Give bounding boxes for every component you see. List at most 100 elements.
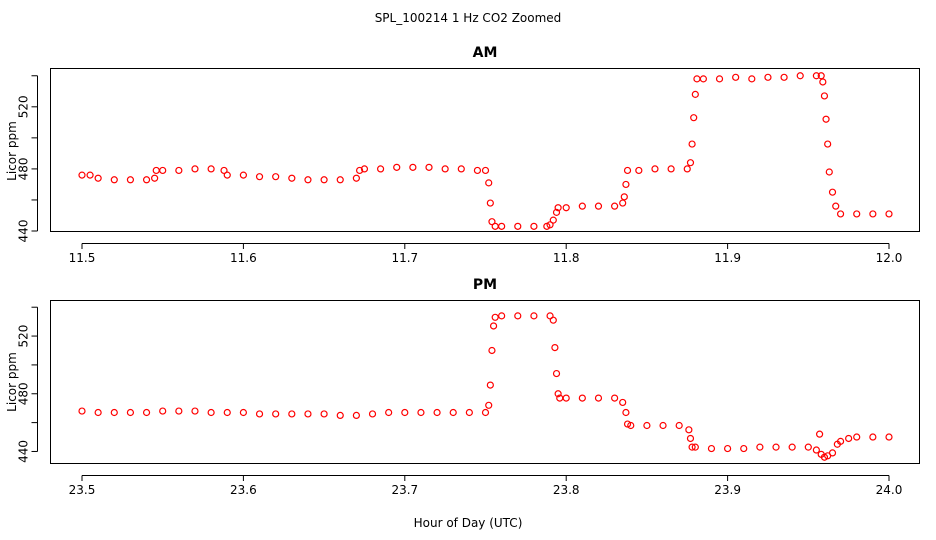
panel-am-data-point bbox=[78, 171, 86, 179]
panel-am-data-point bbox=[683, 165, 691, 173]
panel-am-data-point bbox=[690, 114, 698, 122]
panel-pm-data-point bbox=[465, 408, 473, 417]
panel-pm: PM Licor ppm 23.5 23.6 23.7 23.8 23.9 24.0 44… bbox=[5, 277, 920, 497]
panel-am-data-point bbox=[151, 174, 159, 182]
panel-am-data-point bbox=[288, 174, 296, 182]
panel-am-data-point bbox=[393, 163, 401, 171]
panel-am-data-point bbox=[651, 165, 659, 173]
panel-pm-data-point bbox=[417, 408, 425, 417]
panel-am-data-point bbox=[159, 166, 167, 175]
panel-pm-data-point bbox=[159, 407, 167, 415]
panel-am-points bbox=[78, 72, 893, 230]
panel-am-x-tick-label: 12.0 bbox=[876, 251, 903, 265]
panel-pm-data-point bbox=[772, 443, 780, 451]
panel-pm-data-point bbox=[449, 408, 457, 417]
panel-pm-data-point bbox=[611, 394, 619, 402]
panel-am-data-point bbox=[126, 176, 135, 184]
panel-pm-data-point bbox=[175, 407, 183, 415]
panel-am-data-point bbox=[457, 165, 465, 173]
panel-pm-data-point bbox=[320, 410, 328, 418]
panel-am-data-point bbox=[481, 166, 490, 175]
panel-am-data-point bbox=[619, 199, 627, 207]
panel-am-data-point bbox=[764, 73, 772, 81]
panel-pm-x-tick-label: 23.6 bbox=[230, 483, 257, 497]
panel-pm-data-point bbox=[207, 408, 215, 417]
panel-am-data-point bbox=[94, 174, 102, 182]
panel-pm-data-point bbox=[433, 408, 441, 417]
panel-am-data-point bbox=[191, 165, 199, 173]
panel-am-data-point bbox=[110, 176, 118, 184]
panel-am-data-point bbox=[486, 199, 494, 207]
panel-pm-data-point bbox=[554, 390, 562, 398]
panel-am-data-point bbox=[693, 75, 701, 83]
panel-pm-data-point bbox=[110, 408, 118, 417]
panel-pm-x-tick-label: 23.7 bbox=[391, 483, 418, 497]
panel-pm-data-point bbox=[255, 410, 264, 418]
panel-pm-x-tick-label: 24.0 bbox=[876, 483, 903, 497]
panel-pm-data-point bbox=[869, 433, 877, 441]
panel-am-x-axis: 11.5 11.6 11.7 11.8 11.9 12.0 bbox=[69, 243, 903, 265]
panel-am-data-point bbox=[491, 222, 499, 230]
panel-pm-x-tick-label: 23.8 bbox=[553, 483, 580, 497]
panel-pm-x-tick-label: 23.9 bbox=[714, 483, 741, 497]
panel-pm-data-point bbox=[691, 443, 699, 451]
panel-pm-data-point bbox=[627, 421, 635, 430]
panel-am-data-point bbox=[688, 140, 696, 148]
panel-pm-ylabel: Licor ppm bbox=[5, 352, 19, 412]
panel-pm-data-point bbox=[489, 322, 498, 330]
panel-pm-data-point bbox=[272, 410, 280, 418]
panel-am-data-point bbox=[409, 163, 417, 171]
panel-pm-points bbox=[78, 312, 893, 461]
panel-pm-data-point bbox=[804, 443, 812, 451]
panel-am-data-point bbox=[611, 202, 619, 210]
panel-am-data-point bbox=[239, 171, 247, 179]
panel-am-data-point bbox=[635, 166, 643, 175]
panel-am-data-point bbox=[622, 180, 630, 189]
panel-pm-data-point bbox=[549, 316, 557, 324]
panel-am-data-point bbox=[473, 166, 482, 175]
panel-am-y-tick-label: 520 bbox=[17, 95, 31, 118]
panel-pm-data-point bbox=[675, 421, 683, 430]
panel-pm-data-point bbox=[845, 434, 853, 443]
panel-am-data-point bbox=[812, 72, 820, 80]
panel-pm-data-point bbox=[686, 434, 695, 443]
panel-am-data-point bbox=[885, 210, 893, 218]
panel-am-data-point bbox=[554, 204, 562, 212]
panel-pm-data-point bbox=[288, 410, 296, 418]
panel-pm-data-point bbox=[685, 426, 693, 434]
panel-pm-data-point bbox=[126, 408, 135, 417]
panel-pm-data-point bbox=[336, 411, 344, 419]
panel-am-data-point bbox=[376, 165, 385, 173]
panel-pm-x-tick-label: 23.5 bbox=[69, 483, 96, 497]
panel-am-data-point bbox=[853, 210, 861, 218]
panel-am-data-point bbox=[732, 73, 740, 81]
panel-am-ylabel: Licor ppm bbox=[5, 121, 19, 181]
panel-am-x-tick-label: 11.6 bbox=[230, 251, 257, 265]
panel-pm-data-point bbox=[304, 410, 312, 418]
panel-am-x-tick-label: 11.8 bbox=[553, 251, 580, 265]
panel-pm-data-point bbox=[486, 381, 494, 389]
panel-am-data-point bbox=[578, 202, 586, 210]
panel-am-data-point bbox=[549, 216, 557, 224]
panel-pm-data-point bbox=[191, 407, 199, 415]
panel-pm-x-axis: 23.5 23.6 23.7 23.8 23.9 24.0 bbox=[69, 475, 903, 497]
panel-pm-data-point bbox=[707, 444, 716, 453]
panel-am-data-point bbox=[336, 176, 344, 184]
panel-pm-data-point bbox=[401, 408, 409, 417]
panel-pm-data-point bbox=[788, 443, 796, 451]
panel-pm-data-point bbox=[498, 312, 506, 320]
panel-am-data-point bbox=[796, 72, 804, 80]
panel-am-data-point bbox=[822, 115, 830, 123]
panel-am-data-point bbox=[836, 210, 845, 218]
panel-pm-data-point bbox=[142, 408, 151, 417]
panel-pm-data-point bbox=[530, 312, 538, 320]
panel-pm-data-point bbox=[688, 443, 696, 451]
panel-pm-data-point bbox=[853, 433, 861, 441]
panel-am-data-point bbox=[142, 176, 151, 184]
panel-pm-y-tick-label: 520 bbox=[17, 325, 31, 348]
panel-am-data-point bbox=[686, 159, 695, 167]
panel-am-data-point bbox=[623, 166, 632, 175]
panel-am-data-point bbox=[223, 171, 231, 179]
panel-am-data-point bbox=[488, 218, 496, 226]
panel-am-data-point bbox=[514, 222, 522, 230]
